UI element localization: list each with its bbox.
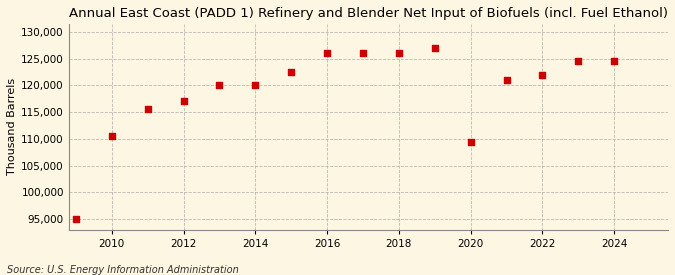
Point <box>501 78 512 82</box>
Point <box>214 83 225 88</box>
Point <box>70 217 81 221</box>
Point <box>322 51 333 56</box>
Point <box>142 107 153 112</box>
Point <box>107 134 117 138</box>
Text: Source: U.S. Energy Information Administration: Source: U.S. Energy Information Administ… <box>7 265 238 275</box>
Point <box>429 46 440 50</box>
Title: Annual East Coast (PADD 1) Refinery and Blender Net Input of Biofuels (incl. Fue: Annual East Coast (PADD 1) Refinery and … <box>69 7 668 20</box>
Point <box>178 99 189 104</box>
Point <box>286 70 296 74</box>
Point <box>394 51 404 56</box>
Point <box>250 83 261 88</box>
Point <box>465 139 476 144</box>
Point <box>358 51 369 56</box>
Point <box>537 73 548 77</box>
Y-axis label: Thousand Barrels: Thousand Barrels <box>7 78 17 175</box>
Point <box>573 59 584 64</box>
Point <box>609 59 620 64</box>
